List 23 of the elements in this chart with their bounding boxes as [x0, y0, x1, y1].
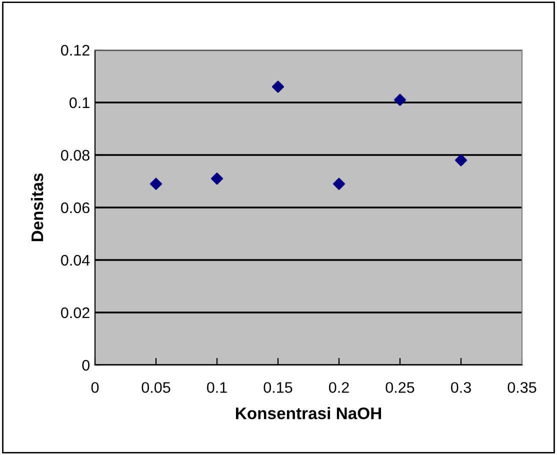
point: [210, 172, 224, 185]
point: [150, 178, 162, 190]
x-tick-label: 0.3: [450, 382, 471, 393]
y-tick-label: 0.12: [61, 44, 90, 56]
y-tick-label: 0.1: [70, 97, 90, 108]
x-tick-label: 0.25: [386, 382, 414, 393]
y-tick-label: 0.06: [61, 202, 90, 214]
y-tick-label: 0.08: [61, 150, 90, 161]
point: [454, 154, 468, 166]
x-tick-label: 0: [91, 382, 99, 393]
y-axis-title: Densitas: [30, 173, 44, 242]
x-axis-title: Konsentrasi NaOH: [236, 407, 382, 420]
x-tick-label: 0.2: [328, 382, 349, 393]
point: [394, 94, 406, 106]
x-tick-label: 0.1: [206, 382, 227, 393]
point: [272, 80, 284, 93]
y-tick-label: 0.02: [61, 307, 90, 318]
x-tick-label: 0.35: [508, 382, 536, 393]
point: [332, 178, 346, 190]
y-tick-label: 0.04: [61, 254, 90, 266]
x-tick-label: 0.15: [264, 382, 292, 393]
x-tick-label: 0.05: [142, 382, 170, 393]
y-tick-label: 0: [82, 360, 90, 371]
